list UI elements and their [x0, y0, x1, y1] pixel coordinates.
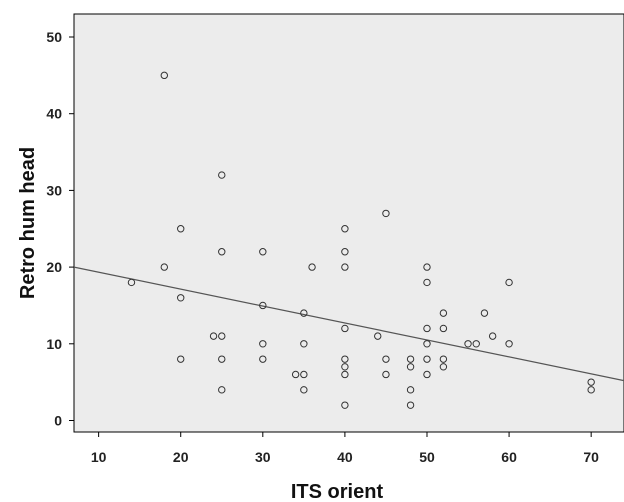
- data-point: [472, 340, 480, 348]
- y-tick-label: 10: [46, 336, 62, 352]
- data-point: [341, 370, 349, 379]
- plot-area: [73, 13, 624, 433]
- data-point: [341, 263, 349, 271]
- x-tick-label: 30: [255, 449, 271, 465]
- data-point: [218, 355, 226, 363]
- data-point: [505, 340, 513, 348]
- y-tick-label: 20: [46, 259, 62, 275]
- data-point: [218, 332, 226, 340]
- data-point: [587, 386, 595, 394]
- x-tick-label: 70: [583, 449, 599, 465]
- data-point: [480, 309, 489, 317]
- data-point: [259, 301, 267, 310]
- x-tick-label: 10: [91, 449, 107, 465]
- x-tick-label: 50: [419, 449, 435, 465]
- x-tick-label: 40: [337, 449, 353, 465]
- data-point: [160, 71, 168, 80]
- data-point: [259, 340, 267, 348]
- data-point: [439, 355, 448, 363]
- data-point: [439, 324, 448, 333]
- data-point: [300, 340, 308, 348]
- y-tick-label: 30: [46, 182, 62, 198]
- data-point: [259, 248, 267, 256]
- data-point: [341, 225, 349, 233]
- data-point: [374, 332, 382, 340]
- data-point: [423, 340, 431, 348]
- data-point: [300, 386, 308, 394]
- x-tick-label: 20: [173, 449, 189, 465]
- data-point: [423, 355, 431, 363]
- data-point: [177, 294, 185, 302]
- data-point: [423, 324, 431, 333]
- data-point: [464, 340, 472, 348]
- data-point: [488, 332, 497, 340]
- data-point: [341, 363, 349, 371]
- data-point: [259, 355, 267, 363]
- data-point: [382, 355, 390, 363]
- x-tick-label: 60: [501, 449, 517, 465]
- x-axis-title: ITS orient: [291, 481, 384, 502]
- data-point: [587, 378, 595, 386]
- data-point: [406, 355, 415, 363]
- data-point: [291, 370, 300, 379]
- y-tick-label: 50: [46, 29, 62, 45]
- fit-line: [73, 266, 624, 382]
- data-point: [382, 209, 390, 218]
- data-point: [423, 370, 431, 379]
- data-point: [439, 309, 448, 317]
- data-point: [160, 263, 168, 271]
- data-point: [127, 278, 136, 287]
- data-point: [423, 263, 431, 271]
- data-point: [300, 370, 308, 379]
- y-tick-label: 40: [46, 106, 62, 122]
- data-point: [341, 355, 349, 363]
- data-point: [382, 370, 390, 379]
- data-point: [341, 248, 349, 256]
- data-point: [308, 263, 316, 271]
- y-tick-label: 0: [54, 412, 62, 428]
- data-point: [209, 332, 218, 340]
- data-point: [218, 248, 226, 256]
- data-point: [218, 386, 226, 394]
- data-point: [341, 401, 349, 409]
- y-axis-title: Retro hum head: [17, 147, 39, 299]
- data-point: [406, 401, 415, 409]
- data-point: [439, 363, 448, 371]
- data-point: [177, 355, 185, 363]
- data-point: [177, 225, 185, 233]
- data-point: [505, 278, 513, 287]
- data-point: [406, 386, 415, 394]
- data-point: [406, 363, 415, 371]
- data-point: [423, 278, 431, 287]
- data-point: [341, 324, 349, 333]
- data-point: [300, 309, 308, 317]
- data-point: [218, 171, 226, 179]
